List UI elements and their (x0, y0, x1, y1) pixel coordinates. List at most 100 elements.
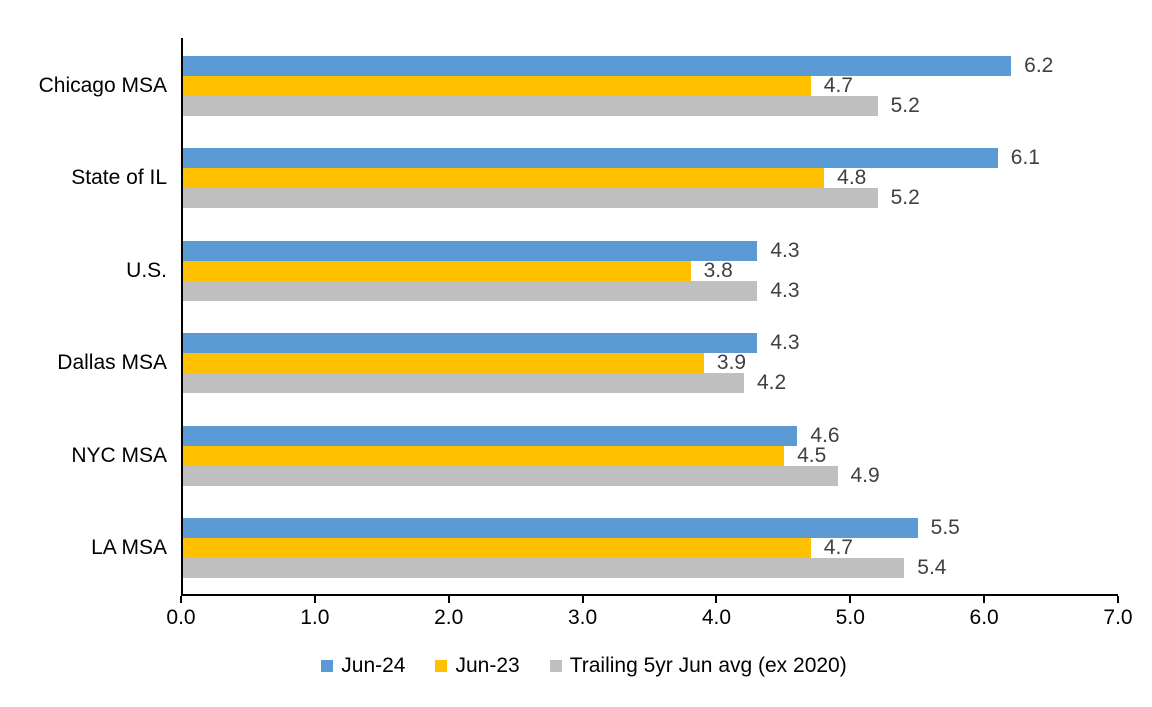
bar (183, 188, 878, 209)
plot-area: 6.2 4.7 5.2 6.1 4.8 5.2 4.3 3.8 4.3 4.3 3.9 4.2 4.6 4… (181, 38, 1118, 594)
bar-row: 4.6 (183, 423, 1118, 447)
bar-row: 4.7 (183, 535, 1118, 559)
legend-swatch (549, 660, 562, 672)
bar-row: 4.3 (183, 278, 1118, 302)
bar (183, 353, 704, 374)
bar (183, 76, 811, 96)
bar (183, 168, 825, 189)
bar-row: 4.7 (183, 74, 1118, 97)
bar-row: 5.2 (183, 94, 1118, 117)
value-label: 4.3 (770, 278, 800, 302)
value-label: 4.7 (823, 74, 853, 97)
legend-item: Jun-24 (321, 654, 405, 678)
bar-row: 4.5 (183, 443, 1118, 467)
bar-row: 4.2 (183, 371, 1118, 395)
x-axis-tick (447, 596, 450, 603)
value-label: 3.8 (703, 258, 733, 282)
x-axis-tick-label: 3.0 (567, 606, 598, 629)
x-axis-labels: 0.0 1.0 2.0 3.0 4.0 5.0 6.0 7.0 (166, 606, 1132, 632)
bar-row: 4.8 (183, 166, 1118, 190)
category-labels: Chicago MSA State of IL U.S. Dallas MSA NYC … (0, 38, 181, 594)
x-axis-tick-label: 6.0 (969, 606, 999, 629)
x-axis-tick-label: 0.0 (166, 606, 196, 629)
bar-group: 5.5 4.7 5.4 (183, 515, 1118, 579)
legend-swatch (321, 660, 334, 672)
legend-item: Jun-23 (435, 654, 520, 678)
bar-group: 4.6 4.5 4.9 (183, 423, 1118, 487)
value-label: 4.8 (837, 166, 867, 190)
value-label: 5.4 (917, 555, 947, 579)
bar (183, 517, 918, 538)
bar-row: 4.3 (183, 331, 1118, 355)
value-label: 3.9 (716, 351, 747, 375)
value-label: 6.2 (1024, 54, 1054, 77)
legend-item: Trailing 5yr Jun avg (ex 2020) (549, 654, 847, 678)
bar-row: 3.9 (183, 351, 1118, 375)
value-label: 4.6 (810, 423, 840, 447)
bar-row: 6.1 (183, 146, 1118, 170)
bar-row: 4.3 (183, 238, 1118, 262)
bar-row: 5.2 (183, 186, 1118, 210)
x-axis-tick-label: 2.0 (434, 606, 464, 629)
category-label: Dallas MSA (57, 351, 167, 375)
x-axis-tick (313, 596, 316, 603)
bar (183, 333, 758, 354)
bar (183, 56, 1012, 76)
bar (183, 280, 758, 301)
bar (183, 240, 758, 261)
bar-row: 5.4 (183, 555, 1118, 579)
bar (183, 465, 838, 486)
x-axis-tick (849, 596, 852, 603)
x-axis-tick-label: 4.0 (701, 606, 732, 629)
value-label: 4.2 (757, 371, 787, 395)
legend-label: Trailing 5yr Jun avg (ex 2020) (569, 654, 847, 677)
x-axis-tick (715, 596, 718, 603)
value-label: 4.7 (823, 535, 853, 559)
x-axis-tick (581, 596, 584, 603)
bar (183, 148, 998, 169)
bar (183, 96, 878, 116)
x-axis-tick (983, 596, 986, 603)
value-label: 4.3 (770, 238, 800, 262)
legend-label: Jun-23 (455, 654, 520, 677)
x-axis-tick (180, 596, 182, 603)
bar-row: 5.5 (183, 515, 1118, 539)
bar (183, 260, 691, 281)
x-axis-tick-label: 5.0 (835, 606, 865, 629)
bar-group: 4.3 3.9 4.2 (183, 331, 1118, 395)
value-label: 5.5 (930, 515, 960, 539)
bar-group: 6.1 4.8 5.2 (183, 146, 1118, 210)
bar (183, 537, 811, 558)
x-axis-tick-label: 1.0 (300, 606, 330, 629)
bar-row: 6.2 (183, 54, 1118, 77)
bar-row: 3.8 (183, 258, 1118, 282)
category-label: U.S. (126, 258, 167, 282)
legend-swatch (435, 660, 448, 672)
value-label: 5.2 (890, 186, 920, 210)
category-label: NYC MSA (71, 443, 167, 467)
bar (183, 557, 905, 578)
category-label: State of IL (71, 166, 167, 190)
bar-row: 4.9 (183, 463, 1118, 487)
bar (183, 425, 798, 446)
legend-label: Jun-24 (341, 654, 406, 677)
bar (183, 445, 785, 466)
value-label: 6.1 (1010, 146, 1040, 170)
ticklabel-spacer (0, 604, 181, 632)
bar-group: 4.3 3.8 4.3 (183, 238, 1118, 302)
plot-grid: Chicago MSA State of IL U.S. Dallas MSA NYC … (0, 38, 1133, 632)
category-label: Chicago MSA (38, 74, 167, 97)
value-label: 4.5 (797, 443, 827, 467)
value-label: 4.3 (770, 331, 800, 355)
x-axis-line (180, 594, 1119, 604)
value-label: 5.2 (890, 94, 920, 117)
x-axis-tick (1117, 596, 1119, 603)
legend: Jun-24 Jun-23 Trailing 5yr Jun avg (ex 202… (0, 654, 1152, 678)
value-label: 4.9 (850, 463, 880, 487)
bar-group: 6.2 4.7 5.2 (183, 54, 1118, 117)
category-label: LA MSA (91, 535, 167, 559)
axis-spacer (0, 594, 181, 604)
x-axis-tick-label: 7.0 (1103, 606, 1133, 629)
bar (183, 373, 744, 394)
